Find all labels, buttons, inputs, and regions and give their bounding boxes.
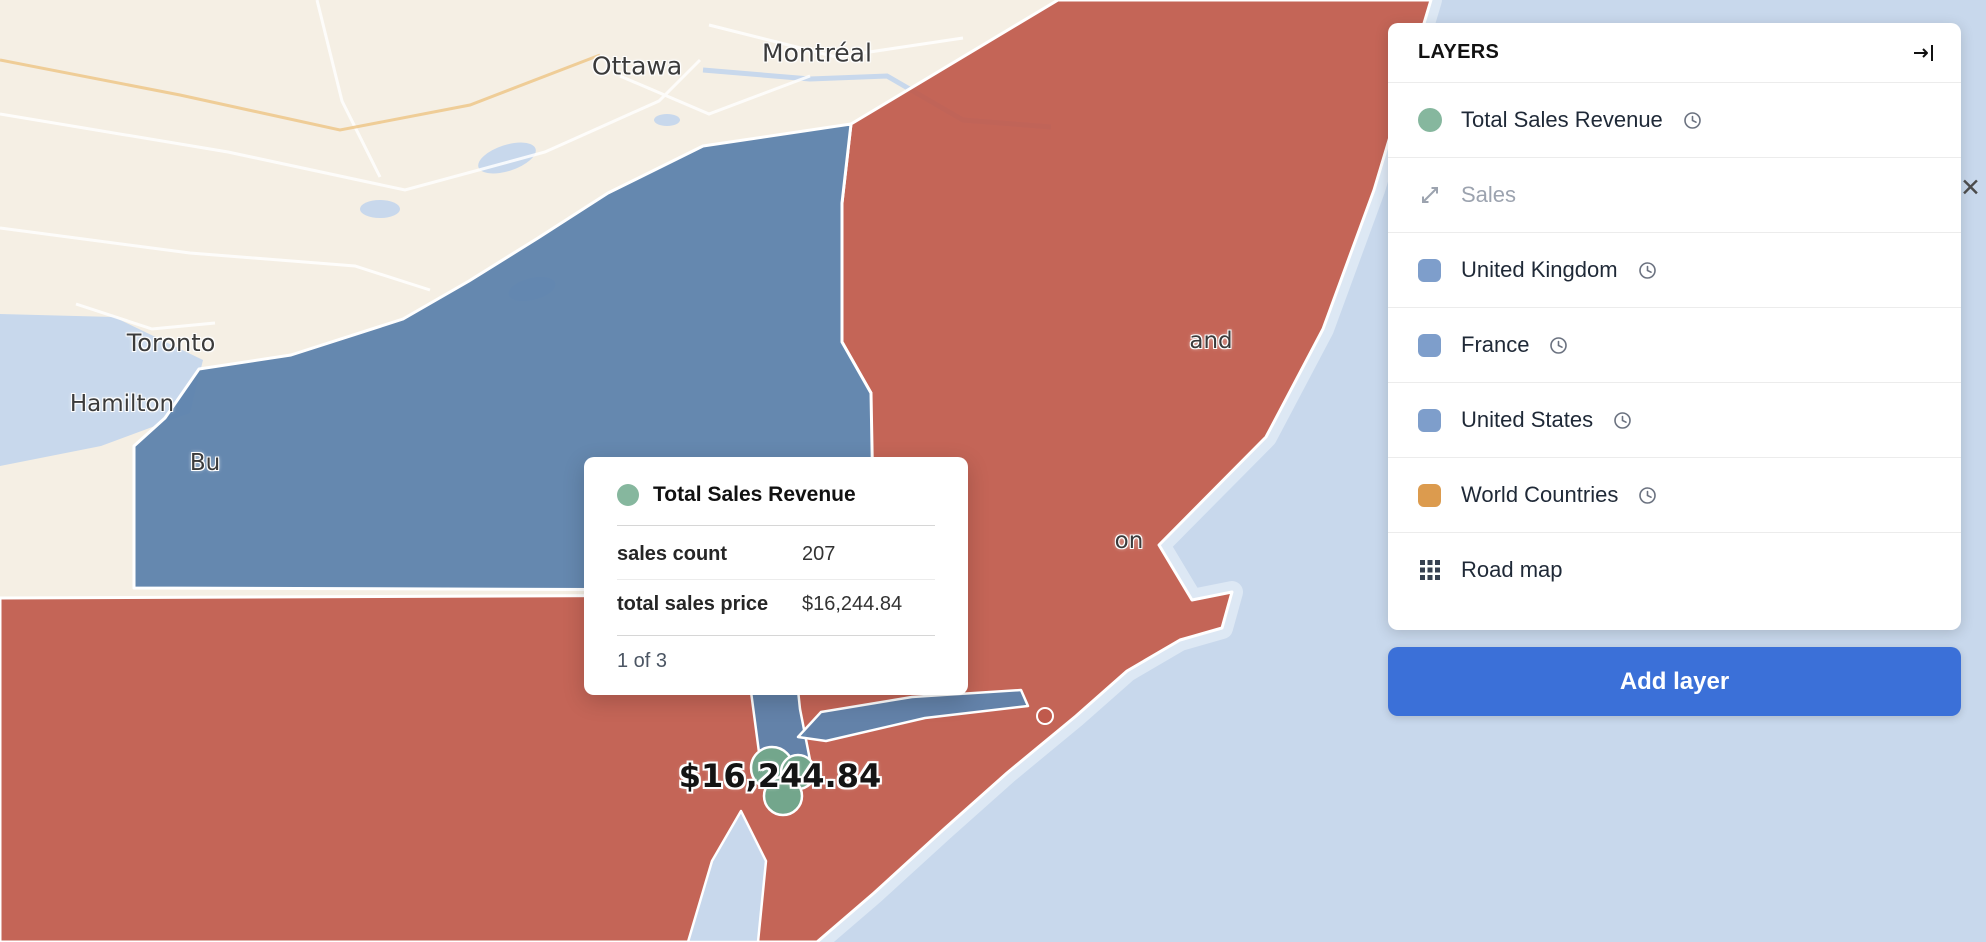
popup-row-value: 207 [802, 543, 836, 565]
popup-row-label: total sales price [617, 593, 769, 615]
city-label-ottawa: Ottawa [591, 51, 683, 81]
layer-label: United Kingdom [1461, 257, 1618, 282]
island-dot [1036, 707, 1054, 725]
clock-icon[interactable] [1549, 336, 1568, 355]
layer-label: United States [1461, 407, 1594, 432]
layer-row-sales[interactable]: Sales [1388, 158, 1961, 233]
collapse-panel-icon[interactable] [1911, 40, 1937, 66]
layer-label: France [1461, 332, 1530, 357]
highway [0, 53, 601, 132]
layer-swatch [1418, 333, 1441, 357]
city-label-toronto: Toronto [126, 329, 216, 357]
clock-icon[interactable] [1683, 111, 1702, 130]
clock-icon[interactable] [1638, 486, 1657, 505]
city-label-buffalo: Bu [189, 450, 221, 476]
layer-swatch [1418, 258, 1441, 282]
layer-row-total-sales-revenue[interactable]: Total Sales Revenue [1388, 83, 1961, 158]
popup-row-sales-count: sales count 207 [617, 530, 935, 579]
popup-title: Total Sales Revenue [653, 483, 856, 506]
popup-pagination[interactable]: 1 of 3 [617, 650, 668, 672]
popup-row-value: $16,244.84 [802, 593, 903, 615]
layer-row-united-kingdom[interactable]: United Kingdom [1388, 233, 1961, 308]
divider [617, 525, 935, 526]
layer-label: Sales [1461, 182, 1517, 207]
small-lake [360, 200, 400, 218]
layer-color-dot [617, 484, 639, 506]
layer-row-france[interactable]: France [1388, 308, 1961, 383]
bay-wedge [686, 809, 768, 942]
panel-title: LAYERS [1418, 41, 1500, 63]
layers-panel: LAYERS Total Sales Revenue Sales United … [1388, 23, 1961, 630]
clock-icon[interactable] [1638, 261, 1657, 280]
popup-row-label: sales count [617, 543, 728, 565]
city-label-hamilton: Hamilton [69, 391, 175, 417]
layer-label: Road map [1461, 557, 1563, 582]
layer-row-road-map[interactable]: Road map [1388, 533, 1961, 607]
lake-ontario [0, 314, 203, 466]
sales-marker-cluster[interactable] [749, 745, 817, 817]
city-label-boston: on [1114, 528, 1144, 554]
marker-value-label: $16,244.84 [678, 757, 882, 795]
clock-icon[interactable] [1613, 411, 1632, 430]
layer-swatch [1418, 483, 1441, 507]
city-label-montreal: Montréal [762, 38, 872, 68]
map-popup: Total Sales Revenue sales count 207 tota… [584, 457, 968, 695]
region-long-island[interactable] [796, 688, 1030, 743]
close-icon[interactable]: ✕ [1960, 174, 1981, 202]
roads [0, 0, 964, 331]
layer-row-world-countries[interactable]: World Countries [1388, 458, 1961, 533]
divider [617, 579, 935, 580]
layer-label: World Countries [1461, 482, 1619, 507]
small-lake [654, 114, 680, 126]
layer-swatch [1417, 108, 1442, 132]
popup-row-total-sales-price: total sales price $16,244.84 [617, 580, 935, 629]
diagonal-arrow-icon [1421, 187, 1438, 203]
grid-icon [1419, 560, 1440, 580]
add-layer-button[interactable]: Add layer [1388, 647, 1961, 716]
divider [617, 635, 935, 636]
layer-row-united-states[interactable]: United States [1388, 383, 1961, 458]
layer-swatch [1418, 408, 1441, 432]
city-label-portland: and [1189, 328, 1233, 354]
layer-label: Total Sales Revenue [1461, 107, 1663, 132]
